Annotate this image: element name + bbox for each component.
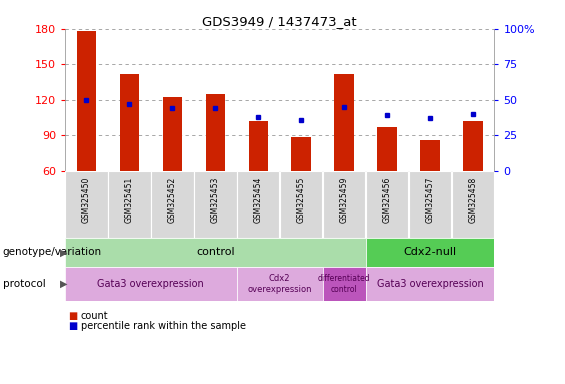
- Bar: [65, 238, 366, 267]
- Title: GDS3949 / 1437473_at: GDS3949 / 1437473_at: [202, 15, 357, 28]
- Text: GSM325451: GSM325451: [125, 176, 134, 222]
- Text: GSM325454: GSM325454: [254, 176, 263, 223]
- Bar: [280, 171, 323, 238]
- Bar: [366, 171, 408, 238]
- Bar: [194, 171, 237, 238]
- Text: GSM325452: GSM325452: [168, 176, 177, 222]
- Bar: [249, 121, 268, 171]
- Bar: [65, 171, 108, 238]
- Text: ▶: ▶: [60, 247, 68, 258]
- Text: count: count: [81, 311, 108, 321]
- Text: protocol: protocol: [3, 279, 46, 289]
- Bar: [323, 171, 366, 238]
- Bar: [292, 137, 311, 171]
- Bar: [463, 121, 483, 171]
- Bar: [206, 94, 225, 171]
- Text: Gata3 overexpression: Gata3 overexpression: [98, 279, 204, 289]
- Bar: [65, 267, 237, 301]
- Text: GSM325456: GSM325456: [383, 176, 392, 223]
- Bar: [451, 171, 494, 238]
- Bar: [377, 127, 397, 171]
- Bar: [237, 171, 280, 238]
- Bar: [120, 74, 139, 171]
- Text: GSM325450: GSM325450: [82, 176, 91, 223]
- Text: ▶: ▶: [60, 279, 68, 289]
- Text: GSM325455: GSM325455: [297, 176, 306, 223]
- Bar: [408, 171, 451, 238]
- Bar: [334, 74, 354, 171]
- Text: ■: ■: [68, 311, 77, 321]
- Bar: [77, 31, 96, 171]
- Text: GSM325453: GSM325453: [211, 176, 220, 223]
- Bar: [420, 140, 440, 171]
- Text: genotype/variation: genotype/variation: [3, 247, 102, 258]
- Bar: [237, 267, 323, 301]
- Text: GSM325458: GSM325458: [468, 176, 477, 222]
- Bar: [151, 171, 194, 238]
- Text: differentiated
control: differentiated control: [318, 275, 371, 294]
- Text: percentile rank within the sample: percentile rank within the sample: [81, 321, 246, 331]
- Text: control: control: [196, 247, 234, 258]
- Bar: [366, 267, 494, 301]
- Bar: [108, 171, 151, 238]
- Bar: [323, 267, 366, 301]
- Bar: [163, 98, 182, 171]
- Text: Cdx2-null: Cdx2-null: [403, 247, 457, 258]
- Text: GSM325459: GSM325459: [340, 176, 349, 223]
- Text: ■: ■: [68, 321, 77, 331]
- Text: Gata3 overexpression: Gata3 overexpression: [377, 279, 483, 289]
- Text: Cdx2
overexpression: Cdx2 overexpression: [247, 275, 312, 294]
- Bar: [366, 238, 494, 267]
- Text: GSM325457: GSM325457: [425, 176, 434, 223]
